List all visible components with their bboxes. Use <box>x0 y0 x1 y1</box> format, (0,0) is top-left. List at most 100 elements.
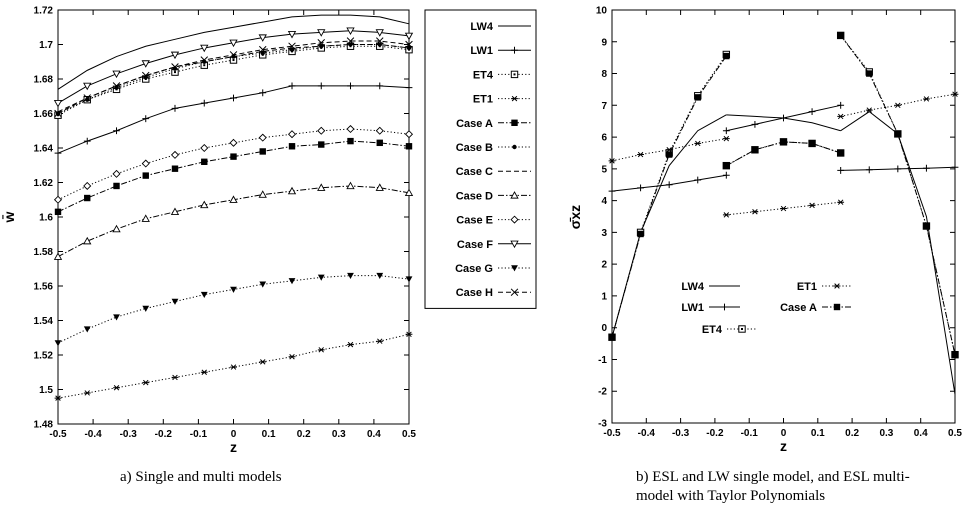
chart-b-legend-label: LW4 <box>681 281 704 293</box>
chart-b-point <box>951 163 959 171</box>
chart-a-series-case-d <box>53 181 414 260</box>
chart-a-point <box>113 385 120 391</box>
chart-a-point <box>142 305 150 312</box>
caption-b-line2: model with Taylor Polynomials <box>636 488 826 504</box>
chart-a-xtick-label: 0.4 <box>367 429 381 440</box>
chart-b-point <box>837 101 845 109</box>
chart-a-legend-label: Case C <box>456 166 493 178</box>
chart-b-point <box>837 149 844 157</box>
chart-b-xtick-label: 0.1 <box>811 428 825 439</box>
chart-a-legend-entry: ET4 <box>473 69 531 81</box>
chart-a-point <box>405 84 413 92</box>
chart-b-point <box>923 96 930 102</box>
chart-a-xtick-label: -0.5 <box>49 429 67 440</box>
chart-a-point <box>287 186 297 195</box>
chart-a-point <box>83 326 91 333</box>
chart-a-point <box>288 82 296 90</box>
chart-a-legend-label: Case A <box>456 118 493 130</box>
chart-a-point <box>83 236 92 245</box>
chart-b-point <box>722 135 730 142</box>
chart-a-point <box>53 195 63 204</box>
chart-b-line <box>840 35 956 355</box>
chart-a-xtick-label: -0.1 <box>190 429 208 440</box>
chart-a-point <box>317 29 326 37</box>
chart-a-point <box>288 353 296 360</box>
caption-b-line1: b) ESL and LW single model, and ESL mult… <box>636 469 910 485</box>
chart-b-xtick-label: 0.4 <box>914 428 928 439</box>
chart-a-xtick-label: 0.2 <box>297 429 311 440</box>
chart-b-point <box>837 32 844 39</box>
chart-a-point <box>346 37 355 45</box>
chart-b-series-case-a <box>608 32 959 358</box>
chart-b-point <box>637 151 644 158</box>
chart-a-point <box>347 272 354 280</box>
chart-b-ytick-label: 9 <box>601 37 607 48</box>
chart-b-point <box>808 140 816 147</box>
chart-a-point <box>375 126 384 135</box>
chart-a-point <box>171 298 179 305</box>
chart-a-point <box>346 27 355 36</box>
chart-b-xtick-label: -0.3 <box>672 428 690 439</box>
chart-b-legend-marker <box>721 303 728 311</box>
chart-a-legend-marker <box>512 144 517 150</box>
chart-a-legend-marker <box>510 191 519 199</box>
chart-b-point <box>694 140 702 147</box>
chart-b-point <box>894 130 902 138</box>
chart-a-series-case-c <box>57 44 410 113</box>
chart-a-point <box>142 115 150 123</box>
chart-a-point <box>230 94 237 102</box>
chart-b-point <box>837 167 845 174</box>
chart-b-ytick-label: 3 <box>601 228 607 239</box>
chart-a-point <box>230 153 237 160</box>
chart-a-point <box>200 99 208 107</box>
chart-a-legend-entry: Case F <box>457 239 531 251</box>
chart-a-series-case-f <box>53 27 414 108</box>
chart-a-point <box>258 133 267 142</box>
chart-a-legend-label: Case E <box>456 215 493 227</box>
chart-a-point <box>404 130 414 139</box>
chart-b-point <box>780 205 787 212</box>
chart-a-point <box>376 338 384 344</box>
chart-a-point <box>54 109 62 118</box>
chart-a-ytick-label: 1.6 <box>39 213 53 224</box>
chart-a-point <box>141 214 150 222</box>
chart-a-point <box>258 190 267 198</box>
chart-a-legend-label: Case D <box>456 190 493 202</box>
chart-a-series-case-g <box>54 272 413 347</box>
chart-b-point <box>837 113 845 120</box>
chart-a-point <box>200 56 209 64</box>
chart-b-legend-marker <box>833 303 841 311</box>
chart-b-point <box>808 108 816 116</box>
chart-a-point <box>348 42 353 47</box>
chart-a-point <box>171 63 179 71</box>
chart-a-point <box>142 379 150 386</box>
chart-a-point <box>376 139 383 147</box>
chart-a-point <box>83 181 92 190</box>
chart-a-ytick-label: 1.68 <box>34 75 54 86</box>
chart-b-legend-entry: ET1 <box>797 281 852 293</box>
chart-a-point <box>405 40 413 49</box>
chart-a-point <box>259 89 267 97</box>
chart-b-point <box>751 146 759 153</box>
chart-a-line <box>57 40 410 114</box>
chart-a-point <box>317 274 325 281</box>
chart-a-point <box>317 347 325 353</box>
chart-a-series-case-b <box>55 42 412 116</box>
chart-a-point <box>170 207 180 215</box>
chart-a-legend-entry: Case H <box>456 287 531 299</box>
chart-a-legend-marker <box>511 119 518 126</box>
chart-a-point <box>200 143 209 153</box>
chart-b-point <box>608 187 616 195</box>
chart-b-ytick-label: 7 <box>601 101 607 112</box>
chart-a-point <box>141 71 150 80</box>
chart-a-legend-entry: Case C <box>456 166 531 178</box>
chart-b-xtick-label: 0.2 <box>845 428 859 439</box>
chart-b-ylabel: σ̄xz <box>567 205 583 229</box>
chart-b-series-et1 <box>608 91 959 218</box>
chart-b-ytick-label: 0 <box>601 323 607 334</box>
chart-a-point <box>53 99 63 108</box>
chart-a-point <box>229 138 238 147</box>
chart-a-point <box>405 276 413 283</box>
chart-a-ytick-label: 1.62 <box>34 178 54 189</box>
chart-a-point <box>112 169 121 178</box>
